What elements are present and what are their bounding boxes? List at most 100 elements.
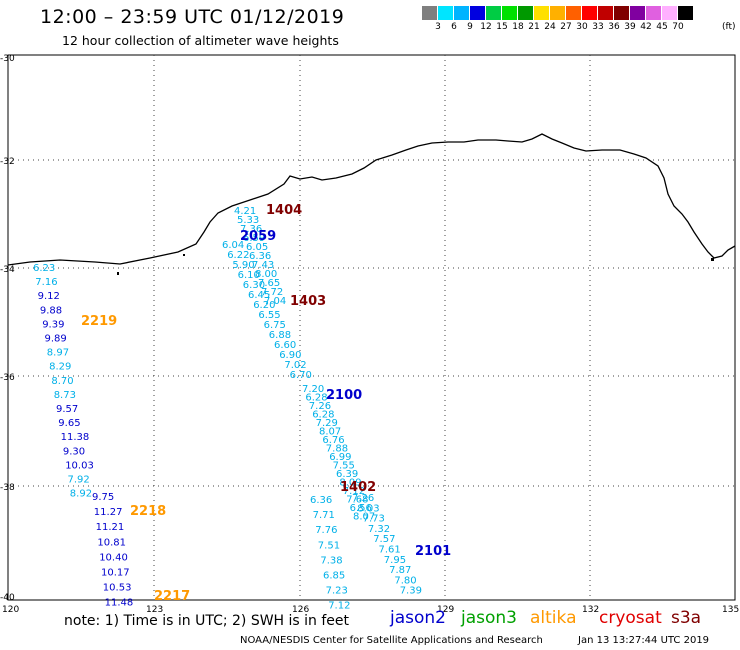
colorbar-label: 30 <box>576 22 588 32</box>
swh-value: 6.04 <box>222 240 244 251</box>
swh-value: 7.23 <box>326 586 348 597</box>
colorbar-swatch <box>502 6 518 20</box>
colorbar-swatch <box>550 6 566 20</box>
colorbar-label: 15 <box>496 22 508 32</box>
swh-value: 10.81 <box>97 537 126 548</box>
swh-value: 7.61 <box>379 545 401 556</box>
islands <box>117 254 714 275</box>
swh-value: 9.57 <box>56 404 78 415</box>
colorbar-label: 36 <box>608 22 620 32</box>
colorbar-label: 18 <box>512 22 524 32</box>
colorbar-label: 24 <box>544 22 556 32</box>
colorbar-label: 21 <box>528 22 540 32</box>
swh-value: 7.16 <box>35 277 57 288</box>
colorbar-swatch <box>662 6 678 20</box>
colorbar-label: 45 <box>656 22 668 32</box>
swh-value: 7.80 <box>394 575 416 586</box>
lat-tick: -30 <box>0 54 15 64</box>
colorbar-label: 3 <box>435 22 441 32</box>
colorbar-swatch <box>422 6 438 20</box>
map-subtitle: 12 hour collection of altimeter wave hei… <box>62 33 339 48</box>
swh-value: 8.07 <box>353 512 375 523</box>
swh-value: 7.92 <box>68 475 90 486</box>
swh-value: 6.88 <box>269 330 291 341</box>
pass-label: 2217 <box>154 589 190 604</box>
swh-value: 6.23 <box>33 263 55 274</box>
swh-value: 6.30 <box>243 280 265 291</box>
swh-value: 4.21 <box>234 206 256 217</box>
swh-value: 7.73 <box>363 514 385 525</box>
swh-value: 6.39 <box>336 469 358 480</box>
swh-value: 7.88 <box>326 444 348 455</box>
swh-value: 5.33 <box>237 215 259 226</box>
swh-value: 5.90 <box>232 260 254 271</box>
lon-tick: 120 <box>2 605 19 615</box>
colorbar-label: 39 <box>624 22 636 32</box>
colorbar-swatch <box>518 6 534 20</box>
footnote: note: 1) Time is in UTC; 2) SWH is in fe… <box>64 613 350 629</box>
swh-value: 7.57 <box>373 534 395 545</box>
swh-value: 6.76 <box>322 435 344 446</box>
coastline <box>7 133 736 266</box>
colorbar-label: 70 <box>672 22 684 32</box>
swh-value: 9.30 <box>63 446 85 457</box>
swh-value: 6.10 <box>238 270 260 281</box>
swh-value: 7.32 <box>368 524 390 535</box>
swh-values: 6.23 7.16 9.12 9.88 9.39 9.89 8.97 8.29 8.70 8.73… <box>33 206 422 612</box>
swh-value: 6.22 <box>227 250 249 261</box>
swh-value: 7.12 <box>328 601 350 612</box>
swh-value: 7.20 <box>302 384 324 395</box>
colorbar-label: 27 <box>560 22 572 32</box>
pass-label: 2100 <box>326 388 362 403</box>
swh-value: 9.65 <box>58 418 80 429</box>
colorbar-unit: (ft) <box>722 22 736 32</box>
swh-value: 9.88 <box>40 305 62 316</box>
colorbar-swatch <box>678 6 694 20</box>
colorbar-swatch <box>486 6 502 20</box>
swh-value: 6.36 <box>310 495 332 506</box>
swh-value: 11.48 <box>105 598 134 609</box>
lat-tick: -32 <box>0 157 15 167</box>
swh-value: 8.07 <box>319 427 341 438</box>
swh-value: 6.85 <box>323 571 345 582</box>
swh-value: 6.90 <box>279 350 301 361</box>
colorbar-label: 33 <box>592 22 604 32</box>
swh-value: 6.70 <box>290 370 312 381</box>
swh-value: 8.29 <box>49 362 71 373</box>
colorbar-swatch <box>614 6 630 20</box>
lon-tick: 135 <box>722 605 739 615</box>
lon-tick: 126 <box>292 605 309 615</box>
legend-altika: altika <box>530 608 577 628</box>
colorbar-label: 42 <box>640 22 652 32</box>
swh-value: 9.75 <box>92 492 114 503</box>
pass-label: 2219 <box>81 314 117 329</box>
swh-value: 11.21 <box>96 522 125 533</box>
lon-tick: 132 <box>582 605 599 615</box>
swh-value: 6.45 <box>248 290 270 301</box>
lat-tick: -34 <box>0 265 15 275</box>
swh-value: 6.36 <box>249 251 271 262</box>
lon-tick: 123 <box>146 605 163 615</box>
swh-value: 10.17 <box>101 568 130 579</box>
swh-value: 7.43 <box>252 260 274 271</box>
swh-value: 7.72 <box>261 287 283 298</box>
pass-label: 1403 <box>290 294 326 309</box>
colorbar-labels: (ft) 3 6 9 12 15 18 21 24 27 30 33 36 39 42 45 70 <box>422 22 740 34</box>
footer-timestamp: Jan 13 13:27:44 UTC 2019 <box>578 635 710 646</box>
colorbar-label: 6 <box>451 22 457 32</box>
swh-value: 6.20 <box>253 300 275 311</box>
lat-tick: -36 <box>0 373 15 383</box>
swh-value: 6.75 <box>264 320 286 331</box>
swh-value: 8.09 <box>339 478 361 489</box>
colorbar-label: 9 <box>467 22 473 32</box>
map-title: 12:00 – 23:59 UTC 01/12/2019 <box>40 6 345 28</box>
swh-value: 6.28 <box>312 410 334 421</box>
swh-value: 7.38 <box>320 555 342 566</box>
colorbar-swatch <box>566 6 582 20</box>
pass-label: 1402 <box>340 480 376 495</box>
swh-value: 7.71 <box>313 510 335 521</box>
swh-value: 7.95 <box>384 555 406 566</box>
swh-value: 11.38 <box>61 432 90 443</box>
pass-label: 2101 <box>415 544 451 559</box>
footer-credit: NOAA/NESDIS Center for Satellite Applica… <box>240 635 543 646</box>
